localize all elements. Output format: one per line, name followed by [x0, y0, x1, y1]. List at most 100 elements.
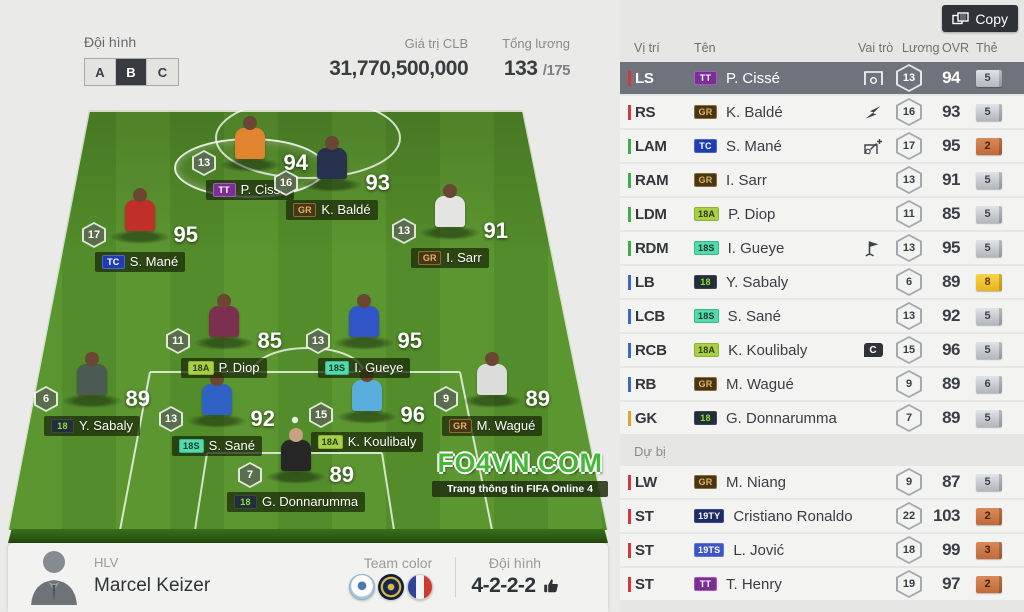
player-ovr: 92 — [942, 306, 960, 325]
table-row-sarr[interactable]: RAM GR I. Sarr 13 91 5 — [620, 164, 1024, 196]
player-name: P. Cissé — [726, 69, 780, 87]
pitch-player-donnarumma[interactable]: 7 89 18 G. Donnarumma — [226, 428, 366, 518]
table-row-cisse[interactable]: LS TT P. Cissé 13 94 5 — [620, 62, 1024, 94]
season-badge: 18A — [694, 343, 720, 357]
table-row-wague[interactable]: RB GR M. Wagué 9 89 6 — [620, 368, 1024, 400]
club-crest-icon — [349, 574, 375, 600]
position-color-bar — [628, 104, 631, 120]
salary-hexagon: 16 — [896, 98, 922, 126]
team-color-label: Team color — [363, 555, 433, 571]
season-badge: TT — [212, 182, 236, 197]
table-row-diop[interactable]: LDM 18A P. Diop 11 85 5 — [620, 198, 1024, 230]
pitch-player-diop[interactable]: 11 85 18A P. Diop — [154, 294, 294, 384]
player-figure — [266, 428, 326, 484]
position-color-bar — [628, 206, 631, 222]
position-label: RDM — [635, 239, 669, 257]
france-flag-icon — [407, 574, 433, 600]
table-row-sane[interactable]: LCB 18S S. Sané 13 92 5 — [620, 300, 1024, 332]
thumbs-up-icon — [543, 579, 558, 593]
pitch-player-koulibaly[interactable]: 15 96 18A K. Koulibaly — [297, 368, 437, 458]
player-ovr: 96 — [400, 402, 425, 427]
pitch-player-mane[interactable]: 17 95 TC S. Mané — [70, 188, 210, 278]
player-nameplate: GR I. Sarr — [380, 248, 520, 268]
table-row-mane[interactable]: LAM TC S. Mané 17 95 2 — [620, 130, 1024, 162]
season-badge: GR — [694, 377, 717, 391]
position-label: RAM — [635, 171, 669, 189]
wage-value: 133 /175 — [503, 57, 571, 80]
card-count: 5 — [976, 171, 1002, 189]
position-label: ST — [635, 541, 654, 559]
player-nameplate: 18 Y. Sabaly — [22, 416, 162, 436]
table-row-koulibaly[interactable]: RCB 18A K. Koulibaly C 15 96 5 — [620, 334, 1024, 366]
coach-name: Marcel Keizer — [94, 575, 211, 596]
pitch-player-sane[interactable]: 13 92 18S S. Sané — [147, 372, 287, 462]
table-row-henry[interactable]: ST TT T. Henry 19 97 2 — [620, 568, 1024, 600]
pitch-player-gueye[interactable]: 13 95 18S I. Gueye — [294, 294, 434, 384]
copy-button[interactable]: Copy — [942, 5, 1018, 32]
table-row-jovic[interactable]: ST 19TS L. Jović 18 99 3 — [620, 534, 1024, 566]
pitch-player-sarr[interactable]: 13 91 GR I. Sarr — [380, 184, 520, 274]
position-label: LAM — [635, 137, 667, 155]
team-color-icons[interactable] — [349, 574, 433, 600]
player-nameplate: TC S. Mané — [70, 252, 210, 272]
col-ovr: OVR — [942, 41, 970, 55]
pitch-player-cisse[interactable]: 13 94 TT P. Cissé — [180, 116, 320, 206]
col-card: Thẻ — [976, 41, 998, 55]
col-position: Vị trí — [634, 41, 660, 55]
tab-squad-c[interactable]: C — [157, 64, 168, 80]
table-row-niang[interactable]: LW GR M. Niang 9 87 5 — [620, 466, 1024, 498]
player-ovr: 94 — [283, 150, 308, 175]
season-badge: 18S — [694, 241, 719, 255]
club-value-block: Giá trị CLB 31,770,500,000 — [329, 36, 468, 81]
season-badge: GR — [694, 173, 717, 187]
player-ovr: 93 — [942, 102, 960, 121]
position-color-bar — [628, 172, 631, 188]
pitch-player-wague[interactable]: 9 89 GR M. Wagué — [422, 352, 562, 442]
pitch-player-balde[interactable]: 16 93 GR K. Baldé — [262, 136, 402, 226]
salary-hexagon: 19 — [896, 570, 922, 598]
salary-hexagon: 13 — [159, 406, 183, 432]
goal-scorer-icon — [856, 70, 890, 86]
player-name: L. Jović — [733, 541, 785, 559]
player-ovr: 103 — [933, 506, 960, 525]
position-color-bar — [628, 376, 631, 392]
tab-squad-b[interactable]: B — [116, 59, 147, 85]
card-count: 5 — [976, 473, 1002, 491]
position-label: LS — [635, 69, 654, 87]
card-count: 6 — [976, 375, 1002, 393]
copy-icon — [952, 12, 970, 25]
season-badge: 19TS — [694, 543, 725, 557]
card-count: 5 — [976, 307, 1002, 325]
salary-hexagon: 11 — [166, 328, 190, 354]
position-label: RB — [635, 375, 657, 393]
card-count: 5 — [976, 409, 1002, 427]
card-count: 5 — [976, 239, 1002, 257]
player-name: I. Sarr — [726, 171, 767, 189]
season-badge: GR — [694, 105, 717, 119]
position-label: ST — [635, 575, 654, 593]
player-ovr: 99 — [942, 540, 960, 559]
player-name: Y. Sabaly — [726, 273, 789, 291]
player-ovr: 87 — [942, 472, 960, 491]
salary-hexagon: 13 — [192, 150, 216, 176]
season-badge: 18 — [694, 411, 717, 425]
player-nameplate: 18S S. Sané — [147, 436, 287, 456]
table-row-gueye[interactable]: RDM 18S I. Gueye 13 95 5 — [620, 232, 1024, 264]
player-ovr: 89 — [329, 462, 354, 487]
table-row-sabaly[interactable]: LB 18 Y. Sabaly 6 89 8 — [620, 266, 1024, 298]
salary-hexagon: 13 — [896, 166, 922, 194]
coach-avatar — [28, 547, 80, 610]
pitch-player-sabaly[interactable]: 6 89 18 Y. Sabaly — [22, 352, 162, 442]
player-ovr: 93 — [365, 170, 390, 195]
table-row-ronaldo[interactable]: ST 19TY Cristiano Ronaldo 22 103 2 — [620, 500, 1024, 532]
salary-hexagon: 13 — [896, 302, 922, 330]
shot-icon — [856, 105, 890, 120]
table-row-donnarumma[interactable]: GK 18 G. Donnarumma 7 89 5 — [620, 402, 1024, 434]
position-color-bar — [628, 542, 631, 558]
season-badge: TC — [101, 254, 125, 269]
season-badge: 18A — [188, 360, 214, 375]
table-row-balde[interactable]: RS GR K. Baldé 16 93 5 — [620, 96, 1024, 128]
position-color-bar — [628, 410, 631, 426]
tab-squad-a[interactable]: A — [85, 59, 116, 85]
season-badge: 18S — [179, 438, 204, 453]
